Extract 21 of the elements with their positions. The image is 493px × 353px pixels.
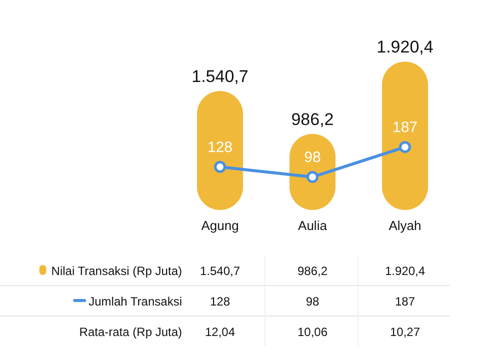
text: 986,2 — [291, 110, 334, 129]
x-tick-label: Alyah — [388, 218, 422, 233]
legend-label: Jumlah Transaksi — [88, 294, 182, 308]
text: 12,04 — [204, 325, 236, 339]
data-label: 1.920,4 — [384, 264, 426, 278]
data-label: 128 — [210, 294, 230, 308]
text: 1.540,7 — [192, 66, 248, 86]
legend-label: Nilai Transaksi (Rp Juta) — [51, 264, 182, 278]
data-label: 187 — [394, 294, 416, 308]
text: 187 — [392, 119, 418, 136]
text: 128 — [207, 138, 233, 156]
text: 10,27 — [390, 325, 420, 339]
data-label: 98 — [306, 294, 320, 308]
data-label: 1.540,7 — [200, 264, 240, 278]
text: 10,06 — [297, 325, 328, 339]
x-tick-label: Aulia — [298, 218, 328, 233]
text: 98 — [304, 149, 321, 166]
text: 1.920,4 — [376, 38, 434, 57]
text: Rata-rata (Rp Juta) — [79, 325, 182, 339]
x-tick-label: Agung — [201, 218, 239, 233]
data-label: 986,2 — [297, 264, 328, 278]
